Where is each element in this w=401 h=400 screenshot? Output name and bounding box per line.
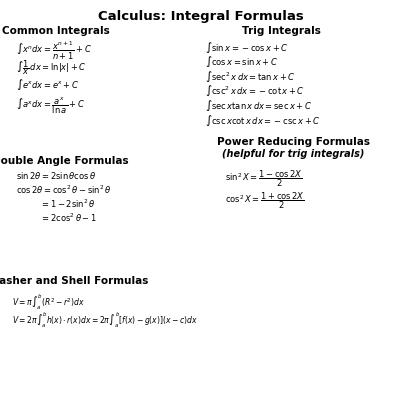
Text: $V = \pi \int_a^b (R^2 - r^2)dx$: $V = \pi \int_a^b (R^2 - r^2)dx$	[12, 292, 85, 312]
Text: $\sin^2 X = \dfrac{1 - \cos 2X}{2}$: $\sin^2 X = \dfrac{1 - \cos 2X}{2}$	[225, 168, 302, 189]
Text: $\sin 2\theta = 2\sin\theta\cos\theta$: $\sin 2\theta = 2\sin\theta\cos\theta$	[16, 170, 96, 181]
Text: Trig Integrals: Trig Integrals	[241, 26, 320, 36]
Text: $\int \sec x \tan x\, dx = \sec x + C$: $\int \sec x \tan x\, dx = \sec x + C$	[205, 98, 311, 113]
Text: Washer and Shell Formulas: Washer and Shell Formulas	[0, 276, 148, 286]
Text: $\int \cos x = \sin x + C$: $\int \cos x = \sin x + C$	[205, 54, 277, 69]
Text: (helpful for trig integrals): (helpful for trig integrals)	[222, 149, 364, 159]
Text: $\int \csc^2 x\, dx = -\cot x + C$: $\int \csc^2 x\, dx = -\cot x + C$	[205, 83, 304, 98]
Text: $\int x^n dx = \dfrac{x^{n+1}}{n+1} + C$: $\int x^n dx = \dfrac{x^{n+1}}{n+1} + C$	[16, 40, 92, 62]
Text: $\cos^2 X = \dfrac{1 + \cos 2X}{2}$: $\cos^2 X = \dfrac{1 + \cos 2X}{2}$	[225, 190, 304, 211]
Text: $\int e^x dx = e^x + C$: $\int e^x dx = e^x + C$	[16, 77, 79, 92]
Text: $\int \dfrac{1}{x}\, dx = \ln|x| + C$: $\int \dfrac{1}{x}\, dx = \ln|x| + C$	[16, 58, 87, 77]
Text: $= 1 - 2\sin^2\theta$: $= 1 - 2\sin^2\theta$	[40, 198, 95, 210]
Text: $\cos 2\theta = \cos^2\theta - \sin^2\theta$: $\cos 2\theta = \cos^2\theta - \sin^2\th…	[16, 184, 111, 196]
Text: $V = 2\pi \int_a^b h(x) \cdot r(x)dx = 2\pi \int_a^b [f(x) - g(x)](x - c)dx$: $V = 2\pi \int_a^b h(x) \cdot r(x)dx = 2…	[12, 310, 197, 330]
Text: Calculus: Integral Formulas: Calculus: Integral Formulas	[98, 10, 303, 23]
Text: $\int \sec^2 x\, dx = \tan x + C$: $\int \sec^2 x\, dx = \tan x + C$	[205, 69, 295, 84]
Text: $\int \sin x = -\cos x + C$: $\int \sin x = -\cos x + C$	[205, 40, 288, 55]
Text: Power Reducing Formulas: Power Reducing Formulas	[217, 137, 369, 147]
Text: Common Integrals: Common Integrals	[2, 26, 110, 36]
Text: Double Angle Formulas: Double Angle Formulas	[0, 156, 128, 166]
Text: $= 2\cos^2\theta - 1$: $= 2\cos^2\theta - 1$	[40, 212, 97, 224]
Text: $\int a^x dx = \dfrac{a^x}{\ln a} + C$: $\int a^x dx = \dfrac{a^x}{\ln a} + C$	[16, 95, 85, 116]
Text: $\int \csc x \cot x\, dx = -\csc x + C$: $\int \csc x \cot x\, dx = -\csc x + C$	[205, 113, 320, 128]
